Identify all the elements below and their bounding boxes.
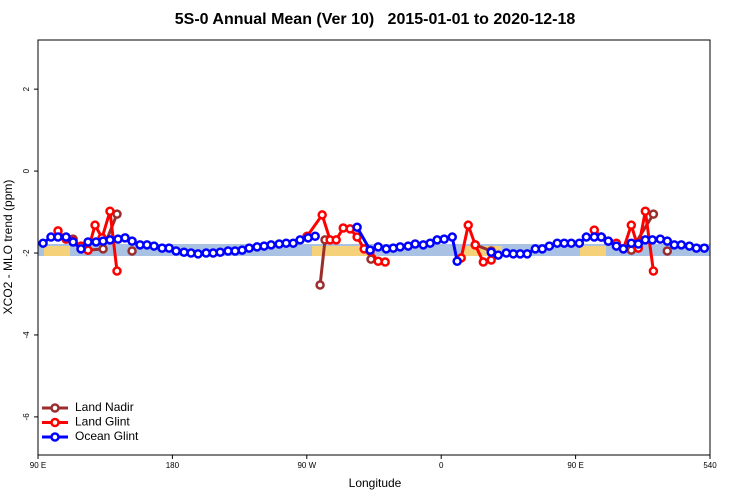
- data-point: [105, 206, 115, 216]
- data-point: [470, 240, 480, 250]
- data-point: [317, 210, 327, 220]
- data-point: [452, 256, 462, 266]
- data-point: [112, 266, 122, 276]
- data-point: [410, 239, 420, 249]
- data-point: [127, 236, 137, 246]
- data-point: [310, 231, 320, 241]
- data-point: [676, 240, 687, 250]
- data-point: [120, 233, 130, 243]
- data-point: [68, 237, 78, 247]
- land-band: [462, 246, 502, 256]
- data-point: [648, 266, 659, 276]
- data-point: [395, 242, 405, 252]
- data-point: [244, 243, 254, 253]
- data-point: [365, 245, 375, 255]
- y-tick-label: 2: [22, 86, 31, 91]
- data-point: [76, 244, 86, 254]
- x-tick-label: 0: [439, 461, 444, 470]
- land-band: [312, 246, 372, 256]
- legend-label: Land Glint: [75, 415, 130, 429]
- y-tick-label: -2: [22, 249, 31, 257]
- data-point: [90, 220, 100, 230]
- data-point: [691, 243, 702, 253]
- data-point: [648, 209, 659, 219]
- x-tick-label: 540: [703, 461, 717, 470]
- data-point: [105, 235, 115, 245]
- data-point: [662, 236, 673, 246]
- data-point: [486, 255, 496, 265]
- y-tick-label: 0: [22, 168, 31, 173]
- data-point: [266, 240, 276, 250]
- plot-frame: [37, 39, 711, 456]
- data-point: [618, 244, 629, 254]
- data-point: [647, 235, 658, 245]
- data-point: [544, 241, 555, 251]
- y-tick-label: -4: [22, 331, 31, 339]
- data-point: [83, 237, 93, 247]
- data-point: [380, 257, 390, 267]
- data-point: [581, 232, 592, 242]
- legend-marker: [50, 403, 60, 413]
- x-axis-label: Longitude: [349, 476, 402, 490]
- data-point: [478, 257, 489, 267]
- data-point: [352, 222, 362, 232]
- chart-title: 5S-0 Annual Mean (Ver 10) 2015-01-01 to …: [175, 11, 576, 28]
- data-point: [98, 244, 108, 254]
- data-point: [193, 249, 203, 259]
- data-point: [38, 238, 48, 248]
- legend-marker: [50, 432, 60, 442]
- data-point: [626, 220, 637, 230]
- data-point: [149, 241, 159, 251]
- data-point: [315, 280, 325, 290]
- x-tick-label: 90 E: [30, 461, 46, 470]
- data-point: [127, 246, 137, 256]
- legend-marker: [50, 417, 60, 428]
- data-point: [373, 242, 383, 252]
- data-point: [633, 239, 644, 249]
- plot: [38, 206, 710, 290]
- data-point: [447, 232, 458, 242]
- x-tick-label: 180: [166, 461, 180, 470]
- data-point: [574, 238, 585, 248]
- legend-label: Ocean Glint: [75, 429, 139, 443]
- data-point: [662, 246, 673, 256]
- data-point: [53, 232, 63, 242]
- data-point: [425, 238, 435, 248]
- data-point: [61, 232, 71, 242]
- data-point: [566, 238, 577, 248]
- data-point: [215, 247, 225, 257]
- data-point: [522, 249, 532, 259]
- x-tick-label: 90 W: [297, 461, 316, 470]
- data-point: [603, 236, 614, 246]
- x-tick-label: 90 E: [567, 461, 583, 470]
- data-point: [596, 232, 607, 242]
- land-band: [44, 246, 70, 256]
- legend-label: Land Nadir: [75, 400, 134, 414]
- data-point: [640, 206, 651, 216]
- data-point: [171, 246, 181, 256]
- data-point: [493, 250, 503, 260]
- land-band: [580, 246, 606, 256]
- data-point: [463, 220, 473, 230]
- data-point: [331, 235, 341, 245]
- y-tick-label: -6: [22, 413, 31, 421]
- y-axis-label: XCO2 - MLO trend (ppm): [1, 180, 15, 315]
- data-point: [439, 234, 449, 244]
- data-point: [295, 235, 305, 245]
- data-point: [699, 243, 710, 253]
- data-point: [352, 232, 362, 242]
